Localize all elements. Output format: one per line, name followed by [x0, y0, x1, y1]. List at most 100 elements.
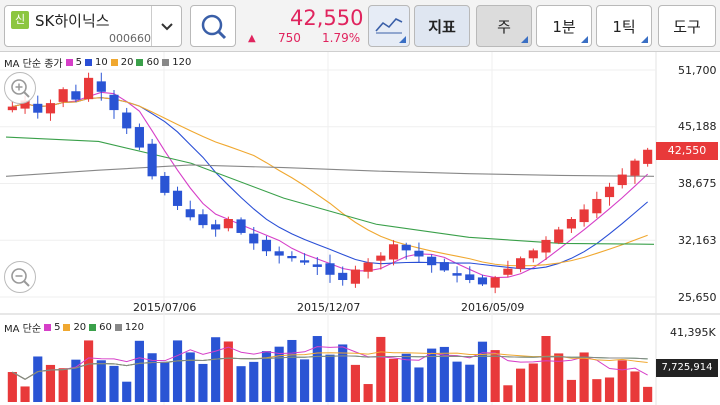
candle-body: [172, 190, 183, 206]
volume-bar: [592, 379, 602, 402]
volume-bar: [439, 346, 449, 402]
legend-swatch: [44, 324, 52, 331]
corner-indicator-icon: [641, 36, 648, 43]
volume-bar: [477, 341, 488, 402]
corner-indicator-icon: [521, 36, 528, 43]
candle-body: [45, 103, 56, 114]
volume-bar: [350, 364, 360, 402]
volume-bar: [312, 336, 322, 402]
tick-interval-button[interactable]: 1틱: [596, 5, 652, 47]
chart-type-button[interactable]: [368, 5, 410, 47]
candle-body: [503, 268, 513, 275]
volume-bar: [45, 364, 56, 402]
candle-body: [592, 198, 602, 214]
candle-body: [300, 260, 310, 263]
date-axis-label: 2015/12/07: [297, 301, 361, 314]
volume-bar: [630, 371, 640, 402]
candle-body: [414, 250, 424, 257]
legend-label: 5: [54, 322, 61, 333]
volume-bar: [223, 341, 233, 402]
candle-body: [439, 262, 449, 271]
volume-bar: [287, 339, 297, 402]
up-arrow-icon: ▲: [248, 33, 256, 44]
ma-line-120: [5, 164, 655, 177]
volume-bars: [7, 335, 653, 402]
legend-swatch: [162, 59, 170, 66]
legend-swatch: [110, 59, 118, 66]
volume-bar: [96, 360, 106, 402]
candle-body: [388, 244, 399, 260]
minute-interval-button[interactable]: 1분: [536, 5, 592, 47]
period-label: 주: [497, 17, 511, 36]
volume-bar: [376, 336, 386, 402]
tools-button[interactable]: 도구: [658, 5, 716, 47]
candle-body: [147, 143, 157, 177]
indicator-label: 지표: [428, 17, 456, 36]
candle-body: [198, 214, 208, 226]
candle-body: [579, 209, 589, 223]
current-price-tag: 42,550: [656, 142, 718, 160]
candle-body: [134, 127, 144, 148]
candle-body: [261, 239, 272, 252]
volume-ma-lines: [12, 346, 648, 380]
stock-chart[interactable]: [0, 52, 720, 405]
legend-swatch: [65, 59, 73, 66]
legend-label: 120: [124, 322, 144, 333]
legend-title: MA 단순: [4, 324, 42, 335]
legend-swatch: [89, 324, 97, 331]
current-price: 42,550: [290, 6, 364, 30]
volume-bar: [185, 352, 195, 402]
volume-bar: [541, 335, 551, 402]
volume-bar: [274, 346, 284, 402]
chart-grid: [0, 52, 720, 405]
candle-body: [477, 277, 488, 285]
candle-body: [211, 224, 221, 230]
volume-ma-line-120: [12, 355, 648, 380]
volume-bar: [503, 385, 513, 402]
legend-title: MA 단순 종가: [4, 59, 63, 70]
candle-body: [33, 103, 43, 113]
volume-bar: [198, 363, 208, 402]
volume-bar: [617, 360, 627, 402]
volume-bar: [71, 359, 81, 402]
volume-bar: [109, 365, 119, 402]
stock-dropdown-button[interactable]: [151, 6, 181, 46]
stock-name: SK하이닉스: [35, 12, 110, 30]
volume-bar: [147, 353, 157, 402]
volume-bar: [20, 386, 30, 402]
candle-body: [452, 273, 462, 276]
legend-label: 60: [99, 322, 112, 333]
period-weekly-button[interactable]: 주: [476, 5, 532, 47]
candlestick-series: [7, 72, 653, 294]
zoom-out-button[interactable]: [4, 261, 36, 293]
volume-bar: [160, 361, 170, 402]
chevron-down-icon: [160, 17, 174, 36]
volume-ma-line-5: [12, 346, 648, 380]
volume-bar: [414, 367, 424, 402]
stock-selector[interactable]: 신 SK하이닉스 000660: [4, 5, 182, 47]
date-axis-label: 2016/05/09: [461, 301, 525, 314]
candle-body: [325, 263, 335, 275]
volume-bar: [427, 348, 437, 402]
indicator-button[interactable]: 지표: [414, 5, 470, 47]
candle-body: [185, 209, 195, 218]
top-toolbar: 신 SK하이닉스 000660 42,550 ▲ 750 1.79% 지표 주 …: [0, 0, 720, 52]
candle-body: [490, 277, 500, 288]
volume-ma-legend: MA 단순 5 20 60 120: [4, 320, 144, 335]
legend-label: 10: [95, 57, 108, 68]
legend-swatch: [85, 59, 93, 66]
volume-bar: [401, 353, 411, 402]
ma-line-60: [5, 136, 655, 245]
volume-bar: [33, 356, 43, 402]
volume-bar: [566, 379, 576, 402]
price-axis-label: 51,700: [678, 64, 717, 77]
candle-body: [350, 269, 360, 284]
zoom-in-button[interactable]: [4, 72, 36, 104]
candle-body: [363, 262, 373, 272]
volume-bar: [300, 359, 310, 402]
candle-body: [287, 255, 297, 259]
candle-body: [630, 160, 640, 176]
price-change: 750: [278, 31, 301, 45]
search-button[interactable]: [190, 5, 236, 47]
legend-swatch: [136, 59, 144, 66]
